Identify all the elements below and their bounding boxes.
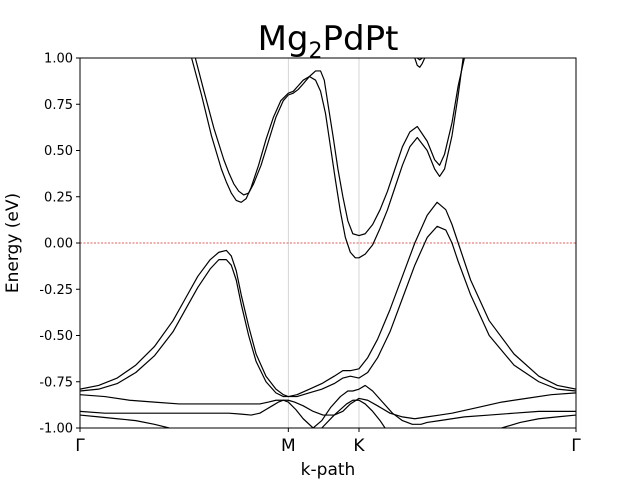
band-series-7 [80,384,576,428]
x-axis-label: k-path [301,460,356,480]
y-tick-label: 0.25 [44,190,73,205]
band-series-3 [416,58,423,61]
band-series-2 [414,58,426,68]
x-tick-label: Γ [75,436,85,456]
band-series-10 [501,414,576,428]
band-series-0 [194,58,465,237]
band-lines [80,58,576,428]
y-tick-label: 0.50 [44,144,73,159]
y-tick-label: -1.00 [39,422,73,437]
title-subscript: 2 [309,39,323,64]
band-series-5 [80,225,576,398]
y-tick-label: -0.50 [39,329,73,344]
y-tick-label: 1.00 [44,52,73,67]
y-tick-label: -0.75 [39,375,73,390]
band-series-8 [80,414,170,428]
band-series-9 [321,399,386,428]
chart-title: Mg2PdPt [258,19,399,64]
band-series-4 [80,201,576,398]
x-tick-label: K [353,436,365,456]
y-tick-label: -0.25 [39,283,73,298]
y-tick-label: 0.75 [44,98,73,113]
title-main: Mg [258,19,309,59]
y-tick-label: 0.00 [44,237,73,252]
y-axis-ticks: -1.00 -0.75 -0.50 -0.25 0.00 0.25 0.50 0.75 1.00 [39,52,80,437]
x-tick-label: Γ [571,436,581,456]
title-rest: PdPt [323,19,399,59]
y-axis-label: Energy (eV) [3,193,23,293]
band-series-1 [191,58,464,259]
x-tick-label: M [281,436,296,456]
band-series-6 [80,392,576,420]
